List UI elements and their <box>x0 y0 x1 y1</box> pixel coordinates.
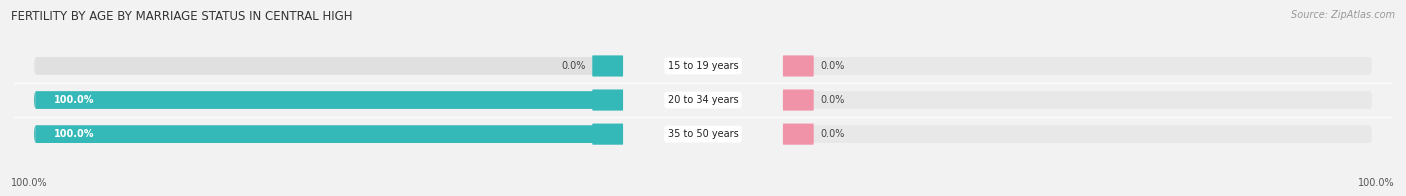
FancyBboxPatch shape <box>592 55 623 76</box>
FancyBboxPatch shape <box>592 123 623 145</box>
Text: 0.0%: 0.0% <box>820 95 845 105</box>
Text: FERTILITY BY AGE BY MARRIAGE STATUS IN CENTRAL HIGH: FERTILITY BY AGE BY MARRIAGE STATUS IN C… <box>11 10 353 23</box>
Text: 100.0%: 100.0% <box>1358 178 1395 188</box>
PathPatch shape <box>783 125 1372 143</box>
PathPatch shape <box>34 91 623 109</box>
PathPatch shape <box>34 91 623 109</box>
PathPatch shape <box>34 57 623 75</box>
Text: 0.0%: 0.0% <box>561 61 586 71</box>
FancyBboxPatch shape <box>592 90 623 111</box>
Text: 15 to 19 years: 15 to 19 years <box>668 61 738 71</box>
Text: 100.0%: 100.0% <box>55 95 94 105</box>
Text: 0.0%: 0.0% <box>820 129 845 139</box>
Text: 100.0%: 100.0% <box>11 178 48 188</box>
FancyBboxPatch shape <box>783 123 814 145</box>
PathPatch shape <box>34 125 623 143</box>
PathPatch shape <box>783 57 1372 75</box>
Text: 35 to 50 years: 35 to 50 years <box>668 129 738 139</box>
PathPatch shape <box>783 91 1372 109</box>
Text: 20 to 34 years: 20 to 34 years <box>668 95 738 105</box>
FancyBboxPatch shape <box>783 90 814 111</box>
Text: Source: ZipAtlas.com: Source: ZipAtlas.com <box>1291 10 1395 20</box>
Text: 0.0%: 0.0% <box>820 61 845 71</box>
Text: 100.0%: 100.0% <box>55 129 94 139</box>
FancyBboxPatch shape <box>783 55 814 76</box>
PathPatch shape <box>34 125 623 143</box>
